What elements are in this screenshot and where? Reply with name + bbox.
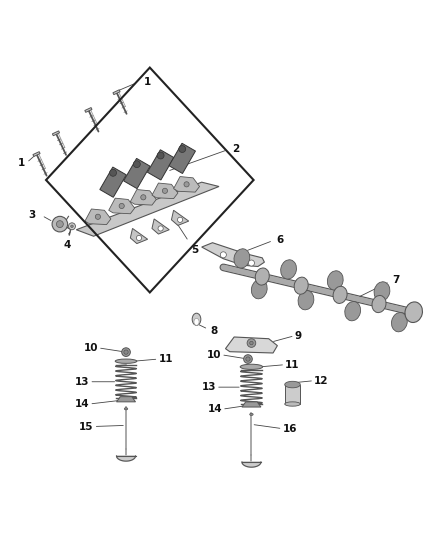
- Polygon shape: [85, 209, 111, 224]
- Ellipse shape: [374, 282, 390, 301]
- Polygon shape: [131, 190, 156, 205]
- Ellipse shape: [345, 302, 360, 321]
- Polygon shape: [131, 229, 148, 244]
- Circle shape: [110, 169, 117, 176]
- Polygon shape: [33, 152, 40, 157]
- Ellipse shape: [124, 408, 128, 410]
- Text: 5: 5: [191, 245, 198, 255]
- Polygon shape: [117, 397, 135, 402]
- Text: 14: 14: [208, 404, 222, 414]
- Circle shape: [68, 223, 75, 230]
- Text: 7: 7: [392, 276, 399, 285]
- Text: 4: 4: [63, 240, 71, 249]
- Circle shape: [71, 225, 73, 228]
- Polygon shape: [148, 150, 174, 180]
- Polygon shape: [171, 211, 189, 225]
- Ellipse shape: [240, 364, 263, 369]
- Circle shape: [247, 338, 256, 348]
- Text: 2: 2: [232, 144, 239, 154]
- Text: 6: 6: [276, 235, 283, 245]
- Ellipse shape: [255, 268, 269, 285]
- Ellipse shape: [194, 318, 199, 325]
- Circle shape: [244, 355, 252, 364]
- Text: 13: 13: [201, 382, 216, 392]
- Ellipse shape: [372, 295, 386, 312]
- Ellipse shape: [333, 286, 347, 303]
- Circle shape: [124, 350, 128, 354]
- Ellipse shape: [251, 279, 267, 299]
- Ellipse shape: [294, 277, 308, 294]
- Polygon shape: [113, 90, 120, 95]
- Ellipse shape: [392, 312, 407, 332]
- Ellipse shape: [327, 271, 343, 290]
- Ellipse shape: [192, 313, 201, 325]
- Polygon shape: [152, 219, 169, 234]
- Ellipse shape: [250, 413, 253, 416]
- Text: 3: 3: [28, 209, 35, 220]
- Circle shape: [250, 341, 253, 345]
- Circle shape: [119, 204, 124, 208]
- Circle shape: [246, 357, 250, 361]
- Circle shape: [136, 236, 141, 240]
- Circle shape: [158, 226, 163, 231]
- Text: 10: 10: [207, 350, 221, 360]
- Text: 15: 15: [79, 422, 94, 432]
- Text: 8: 8: [210, 326, 218, 335]
- Polygon shape: [152, 183, 178, 199]
- Polygon shape: [202, 243, 265, 266]
- Polygon shape: [285, 384, 300, 404]
- Polygon shape: [173, 176, 200, 192]
- Polygon shape: [85, 108, 92, 112]
- Circle shape: [134, 161, 140, 167]
- Circle shape: [162, 188, 168, 193]
- Circle shape: [248, 260, 254, 266]
- Polygon shape: [117, 456, 135, 461]
- Circle shape: [177, 217, 183, 222]
- Circle shape: [184, 182, 189, 187]
- Text: 11: 11: [285, 360, 300, 370]
- Text: 13: 13: [75, 377, 89, 387]
- Text: 1: 1: [18, 158, 25, 168]
- Polygon shape: [226, 337, 277, 353]
- Text: 12: 12: [314, 376, 328, 386]
- Polygon shape: [109, 198, 134, 214]
- Polygon shape: [242, 402, 261, 407]
- Polygon shape: [124, 158, 150, 189]
- Circle shape: [95, 214, 100, 220]
- Ellipse shape: [285, 402, 300, 406]
- Circle shape: [179, 146, 186, 152]
- Ellipse shape: [298, 290, 314, 310]
- Text: 11: 11: [159, 354, 173, 364]
- Circle shape: [157, 152, 164, 159]
- Polygon shape: [53, 131, 60, 136]
- Text: 16: 16: [283, 424, 297, 434]
- Ellipse shape: [281, 260, 297, 279]
- Circle shape: [220, 252, 226, 258]
- Ellipse shape: [115, 359, 137, 364]
- Ellipse shape: [405, 302, 423, 322]
- Polygon shape: [100, 167, 126, 197]
- Text: 9: 9: [295, 330, 302, 341]
- Polygon shape: [76, 182, 219, 236]
- Text: 1: 1: [143, 77, 151, 87]
- Circle shape: [52, 216, 67, 232]
- Ellipse shape: [285, 381, 300, 388]
- Circle shape: [57, 221, 64, 228]
- Ellipse shape: [234, 249, 250, 268]
- Circle shape: [122, 348, 131, 357]
- Polygon shape: [242, 462, 261, 467]
- Circle shape: [141, 195, 146, 200]
- Text: 10: 10: [83, 343, 98, 353]
- Text: 14: 14: [74, 399, 89, 409]
- Polygon shape: [169, 143, 195, 174]
